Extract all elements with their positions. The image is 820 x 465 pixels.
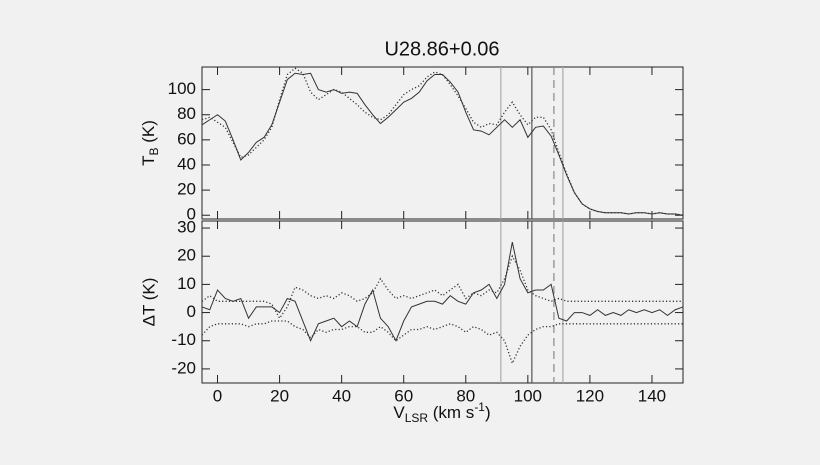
x-axis-label: VLSR (km s-1) <box>393 400 490 425</box>
x-tick-label: 80 <box>456 386 475 405</box>
x-tick-label: 20 <box>270 386 289 405</box>
data-line <box>201 72 684 216</box>
x-tick-label: 100 <box>514 386 542 405</box>
y-tick-label: 0 <box>187 302 196 321</box>
y-tick-label: 30 <box>177 218 196 237</box>
x-label-sub: LSR <box>405 411 429 425</box>
y-tick-label: 80 <box>177 104 196 123</box>
y-tick-label: -10 <box>171 330 196 349</box>
x-label-sup: -1 <box>474 400 485 414</box>
y-axis-label: ΔT (K) <box>139 278 158 327</box>
x-tick-label: 120 <box>576 386 604 405</box>
x-label-unit: (km s <box>428 403 474 422</box>
x-label-main: V <box>393 403 405 422</box>
plot-area <box>201 220 684 384</box>
x-tick-label: 0 <box>213 386 222 405</box>
y-label-unit: (K) <box>139 120 158 147</box>
y-axis-label: TB (K) <box>139 120 161 166</box>
x-label-close: ) <box>485 403 491 422</box>
y-tick-label: 40 <box>177 154 196 173</box>
plot-area <box>201 66 684 220</box>
y-tick-label: 20 <box>177 180 196 199</box>
y-tick-label: 0 <box>187 205 196 224</box>
x-tick-label: 40 <box>332 386 351 405</box>
data-line <box>201 242 684 343</box>
data-line <box>201 320 683 366</box>
y-tick-label: 20 <box>177 246 196 265</box>
x-tick-label: 140 <box>638 386 666 405</box>
y-label-main: T <box>139 156 158 166</box>
y-label-sub: B <box>147 147 161 155</box>
y-tick-label: 100 <box>168 79 196 98</box>
chart-title: U28.86+0.06 <box>384 38 499 60</box>
y-tick-label: 60 <box>177 129 196 148</box>
y-tick-label: -20 <box>171 358 196 377</box>
x-tick-label: 60 <box>394 386 413 405</box>
y-tick-label: 10 <box>177 274 196 293</box>
